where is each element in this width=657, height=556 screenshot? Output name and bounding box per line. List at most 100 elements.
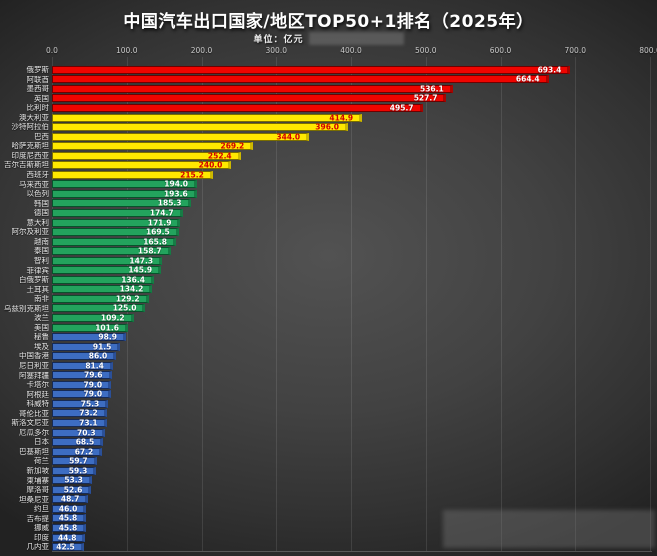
bar-row: 沙特阿拉伯 396.0 [0, 122, 657, 132]
bar-value-label: 495.7 [389, 103, 414, 113]
country-label: 摩洛哥 [26, 486, 50, 494]
bar: 79.0 [52, 380, 112, 389]
bar: 52.6 [52, 485, 92, 494]
bar-value-label: 240.0 [198, 160, 223, 170]
country-label: 印度 [34, 533, 49, 542]
bar: 59.7 [52, 457, 97, 466]
bar-value-label: 86.0 [88, 351, 108, 361]
bar-value-label: 46.0 [58, 504, 78, 514]
bar-value-label: 171.9 [147, 217, 172, 227]
bar-value-label: 73.2 [79, 408, 98, 418]
bar-row: 斯洛文尼亚 73.1 [0, 418, 657, 428]
country-label: 巴基斯坦 [19, 447, 49, 456]
country-label: 意大利 [26, 218, 50, 227]
country-label: 巴西 [34, 132, 49, 141]
bar-value-label: 194.0 [164, 179, 188, 189]
bar-value-label: 44.8 [57, 532, 77, 542]
country-label: 德国 [34, 209, 49, 217]
bar: 147.3 [52, 256, 163, 265]
axis-tick-label: 500.0 [415, 46, 437, 55]
bar: 252.4 [52, 151, 241, 160]
bar-value-label: 59.3 [68, 465, 88, 475]
bar-row: 俄罗斯 693.4 [0, 65, 657, 75]
bar: 98.9 [52, 333, 126, 342]
bar-value-label: 185.3 [157, 198, 182, 208]
bar-value-label: 53.3 [64, 475, 83, 485]
bar: 215.2 [52, 170, 213, 179]
country-label: 约旦 [34, 505, 49, 513]
bar-row: 几内亚 42.5 [0, 542, 657, 552]
bar: 495.7 [52, 103, 423, 113]
bar: 79.0 [52, 390, 112, 399]
bar: 59.3 [52, 465, 97, 475]
country-label: 几内亚 [26, 543, 50, 551]
bar: 70.3 [52, 428, 105, 437]
country-label: 荷兰 [34, 457, 49, 465]
gridline [425, 57, 427, 551]
bar-row: 南非 129.2 [0, 294, 657, 304]
bar: 664.4 [52, 75, 549, 84]
country-label: 柬埔寨 [26, 476, 50, 485]
bar: 81.4 [52, 360, 113, 370]
bar-value-label: 193.6 [163, 189, 188, 199]
country-label: 以色列 [26, 190, 50, 198]
bar: 48.7 [52, 495, 89, 504]
unit-label: 单位：亿元 [253, 34, 304, 45]
axis-tick-label: 400.0 [340, 46, 362, 55]
bar-value-label: 45.8 [58, 513, 78, 523]
bar-row: 哈萨克斯坦 269.2 [0, 141, 657, 151]
bar-value-label: 75.3 [80, 399, 100, 409]
country-label: 斯洛文尼亚 [11, 419, 50, 427]
country-label: 阿根廷 [26, 390, 50, 399]
bar-row: 英国 527.7 [0, 94, 657, 104]
bar-row: 埃及 91.5 [0, 342, 657, 352]
bar: 536.1 [52, 84, 453, 93]
country-label: 沙特阿拉伯 [11, 123, 50, 131]
bar: 75.3 [52, 399, 109, 409]
country-label: 乌兹别克斯坦 [4, 304, 49, 313]
country-label: 哥伦比亚 [19, 409, 49, 418]
bar-row: 波兰 109.2 [0, 313, 657, 323]
bar-row: 阿塞拜疆 79.6 [0, 371, 657, 381]
bar-row: 阿尔及利亚 169.5 [0, 227, 657, 237]
bar: 414.9 [52, 113, 363, 122]
country-label: 美国 [34, 323, 49, 332]
bar-value-label: 396.0 [315, 122, 339, 132]
plot-area: 俄罗斯 693.4 阿联酋 664.4 墨西哥 536.1 英国 527.7 比… [0, 65, 657, 552]
bar: 101.6 [52, 323, 128, 332]
bar: 344.0 [52, 132, 310, 141]
bar-value-label: 125.0 [112, 303, 137, 313]
bar: 165.8 [52, 237, 176, 246]
bar: 129.2 [52, 294, 149, 303]
country-label: 白俄罗斯 [19, 276, 49, 284]
bar-row: 澳大利亚 414.9 [0, 113, 657, 123]
bar-row: 印度 44.8 [0, 533, 657, 543]
gridline [650, 57, 651, 551]
bar-row: 摩洛哥 52.6 [0, 485, 657, 495]
bar-row: 荷兰 59.7 [0, 456, 657, 466]
bar-value-label: 145.9 [128, 265, 153, 275]
country-label: 英国 [34, 94, 49, 103]
country-label: 智利 [34, 256, 49, 265]
gridline [276, 57, 278, 551]
bar-row: 墨西哥 536.1 [0, 84, 657, 94]
bar: 91.5 [52, 342, 121, 351]
bar: 73.1 [52, 419, 107, 427]
bar-row: 比利时 495.7 [0, 103, 657, 113]
bar-row: 智利 147.3 [0, 256, 657, 266]
country-label: 印度尼西亚 [11, 151, 50, 160]
bar-row: 科威特 75.3 [0, 399, 657, 409]
bar-value-label: 68.5 [75, 437, 95, 447]
country-label: 吉尔吉斯斯坦 [4, 161, 49, 169]
axis-tick-label: 800.0 [639, 46, 657, 55]
bar-row: 以色列 193.6 [0, 189, 657, 199]
country-label: 卡塔尔 [26, 381, 50, 389]
bar: 109.2 [52, 313, 134, 322]
bar: 42.5 [52, 543, 84, 552]
country-label: 泰国 [34, 247, 49, 255]
bar-row: 挪威 45.8 [0, 523, 657, 533]
bar-row: 巴基斯坦 67.2 [0, 447, 657, 457]
bar-row: 柬埔寨 53.3 [0, 476, 657, 486]
bar-value-label: 81.4 [85, 360, 104, 370]
